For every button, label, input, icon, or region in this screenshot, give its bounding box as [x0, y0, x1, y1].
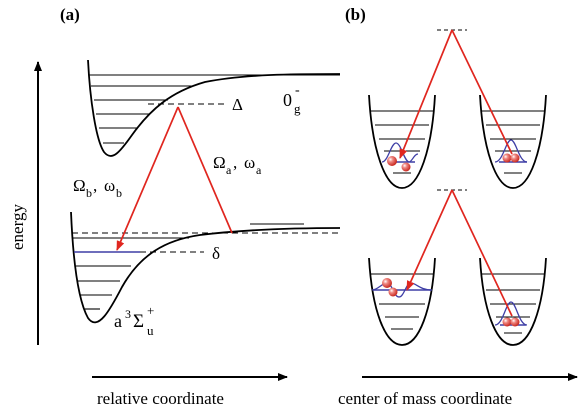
- svg-text:3: 3: [125, 307, 131, 321]
- delta-upper-label: Δ: [232, 95, 243, 114]
- lower-potential: [70, 211, 341, 324]
- svg-text:b: b: [116, 186, 122, 200]
- delta-lower-label: δ: [212, 244, 220, 263]
- b-top-left-trap: [368, 94, 436, 189]
- b-top-right-trap: [479, 94, 547, 189]
- b-bottom-left-trap: [368, 257, 436, 346]
- atom-icon: [510, 153, 520, 163]
- svg-text:Ω: Ω: [213, 153, 226, 172]
- b-bottom-beam-b: [406, 189, 453, 291]
- svg-text:,: ,: [93, 176, 97, 195]
- svg-text:0: 0: [283, 90, 292, 110]
- b-top-beam-b: [399, 29, 453, 159]
- svg-text:ω: ω: [104, 176, 115, 195]
- b-top-beam-a: [451, 29, 513, 155]
- atom-icon: [388, 287, 398, 297]
- com-coordinate-label: center of mass coordinate: [338, 389, 512, 408]
- svg-text:Σ: Σ: [133, 311, 144, 332]
- atom-icon: [382, 278, 392, 288]
- energy-axis-label: energy: [8, 204, 27, 250]
- atom-icon: [387, 156, 397, 166]
- relative-coordinate-label: relative coordinate: [97, 389, 224, 408]
- beam-a-label: Ω a , ω a: [213, 153, 262, 177]
- svg-text:+: +: [147, 303, 154, 318]
- svg-text:g: g: [294, 101, 301, 116]
- atom-icon: [510, 317, 520, 327]
- svg-text:ω: ω: [244, 153, 255, 172]
- beam-b-label: Ω b , ω b: [73, 176, 122, 200]
- b-bottom-beam-a: [451, 189, 513, 317]
- beam-a-line: [177, 106, 233, 234]
- lower-potential-curve: [70, 211, 341, 324]
- upper-state-label: 0 g -: [283, 83, 301, 116]
- lower-state-label: a 3 Σ + u: [114, 303, 154, 338]
- atom-icon: [502, 153, 512, 163]
- svg-text:a: a: [256, 163, 262, 177]
- atom-icon: [502, 317, 512, 327]
- atom-icon: [401, 162, 411, 172]
- panel-b-label: (b): [345, 5, 366, 24]
- svg-text:u: u: [147, 323, 154, 338]
- svg-text:-: -: [295, 83, 300, 98]
- svg-text:Ω: Ω: [73, 176, 86, 195]
- svg-text:a: a: [114, 311, 122, 331]
- svg-text:a: a: [226, 163, 232, 177]
- panel-a-label: (a): [60, 5, 80, 24]
- upper-potential-curve: [87, 59, 341, 157]
- upper-potential: [87, 59, 341, 157]
- b-bottom-right-trap: [479, 257, 547, 346]
- svg-text:,: ,: [233, 153, 237, 172]
- beam-b-arrow: [116, 106, 179, 251]
- svg-text:b: b: [86, 186, 92, 200]
